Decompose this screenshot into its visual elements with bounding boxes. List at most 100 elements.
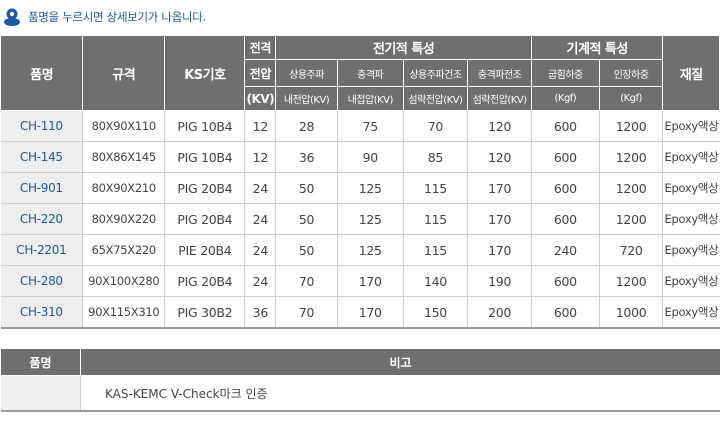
- cell-e1: 50: [275, 172, 338, 204]
- cell-m1: 600: [531, 296, 600, 329]
- cell-kv: 12: [244, 141, 277, 173]
- cell-material: Epoxy액상: [662, 172, 720, 204]
- cell-e2: 125: [337, 234, 404, 266]
- cell-e3: 115: [403, 234, 469, 266]
- cell-e4: 170: [467, 234, 532, 266]
- table-row[interactable]: CH-145 80X86X145 PIG 10B4 12 36 90 85 120 600 120…: [0, 141, 720, 173]
- cell-ks: PIG 20B4: [164, 265, 246, 297]
- cell-e3: 115: [403, 203, 469, 235]
- col-header-elec-2-unit: 내접압(KV): [336, 86, 404, 111]
- cell-e3: 150: [403, 296, 469, 329]
- model-link[interactable]: CH-280: [0, 265, 84, 297]
- cell-m2: 720: [599, 234, 664, 266]
- cell-e1: 70: [275, 265, 338, 297]
- cell-e1: 28: [275, 110, 338, 142]
- cell-e2: 90: [337, 141, 404, 173]
- cell-ks: PIG 20B4: [164, 172, 246, 204]
- cell-e3: 115: [403, 172, 469, 204]
- cell-m2: 1000: [599, 296, 664, 329]
- table-row[interactable]: CH-280 90X100X280 PIG 20B4 24 70 170 140 190 600…: [0, 265, 720, 297]
- col-header-elec-3: 상용주파건조: [402, 59, 469, 87]
- col-header-mechanical: 기계적 특성: [530, 35, 664, 60]
- col-header-mech-2-unit: (Kgf): [598, 86, 664, 111]
- cell-material: Epoxy액상: [662, 203, 720, 235]
- col-header-model: 품명: [0, 35, 84, 111]
- cell-e2: 75: [337, 110, 404, 142]
- cell-e3: 70: [403, 110, 469, 142]
- cell-m2: 1200: [599, 141, 664, 173]
- model-link[interactable]: CH-310: [0, 296, 84, 329]
- note-table: 품명 비고 KAS-KEMC V-Check마크 인증: [0, 348, 720, 412]
- cell-ks: PIE 20B4: [164, 234, 246, 266]
- cell-m1: 600: [531, 265, 600, 297]
- col-header-elec-1-unit: 내전압(KV): [275, 86, 338, 111]
- cell-ks: PIG 30B2: [164, 296, 246, 329]
- col-header-size: 규격: [82, 35, 166, 111]
- table-row[interactable]: CH-2201 65X75X220 PIE 20B4 24 50 125 115 170 240…: [0, 234, 720, 266]
- cell-size: 90X100X280: [82, 265, 166, 297]
- cell-ks: PIG 20B4: [164, 203, 246, 235]
- col-header-voltage-mid: 전압: [244, 59, 277, 87]
- col-header-voltage-top: 전격: [244, 35, 277, 60]
- note-header-model: 품명: [0, 348, 81, 376]
- spec-table: 품명 규격 KS기호 전격 전기적 특성 기계적 특성 재질 전압 상용주파 충…: [0, 35, 720, 329]
- cell-m2: 1200: [599, 203, 664, 235]
- model-link[interactable]: CH-220: [0, 203, 84, 235]
- col-header-mech-1-unit: (Kgf): [530, 86, 600, 111]
- cell-m1: 600: [531, 141, 600, 173]
- cell-e2: 125: [337, 203, 404, 235]
- cell-e4: 200: [467, 296, 532, 329]
- col-header-elec-4: 충격파전조: [467, 59, 532, 87]
- cell-m2: 1200: [599, 172, 664, 204]
- cell-size: 80X90X110: [82, 110, 166, 142]
- col-header-elec-2: 충격파: [336, 59, 404, 87]
- cell-kv: 36: [244, 296, 277, 329]
- cell-material: Epoxy액상: [662, 234, 720, 266]
- cell-e2: 125: [337, 172, 404, 204]
- cell-size: 80X90X210: [82, 172, 166, 204]
- cell-size: 65X75X220: [82, 234, 166, 266]
- cell-e4: 120: [467, 141, 532, 173]
- cell-e1: 70: [275, 296, 338, 329]
- note-label-cell: [0, 375, 81, 412]
- model-link[interactable]: CH-901: [0, 172, 84, 204]
- col-header-material: 재질: [662, 35, 720, 111]
- cell-kv: 24: [244, 203, 277, 235]
- cell-e4: 120: [467, 110, 532, 142]
- cell-size: 90X115X310: [82, 296, 166, 329]
- col-header-voltage-unit: (KV): [244, 86, 277, 111]
- cell-ks: PIG 10B4: [164, 110, 246, 142]
- table-row[interactable]: CH-220 80X90X220 PIG 20B4 24 50 125 115 170 600 1…: [0, 203, 720, 235]
- cell-kv: 24: [244, 234, 277, 266]
- col-header-mech-2: 인장하중: [598, 59, 664, 87]
- table-row[interactable]: CH-110 80X90X110 PIG 10B4 12 28 75 70 120 600 120…: [0, 110, 720, 142]
- col-header-elec-3-unit: 섬락전압(KV): [402, 86, 469, 111]
- cell-m1: 240: [531, 234, 600, 266]
- col-header-elec-4-unit: 섬락전압(KV): [467, 86, 532, 111]
- cell-e4: 190: [467, 265, 532, 297]
- cell-e1: 50: [275, 203, 338, 235]
- note-header-remarks: 비고: [80, 348, 720, 376]
- cell-kv: 24: [244, 265, 277, 297]
- cell-material: Epoxy액상: [662, 265, 720, 297]
- model-link[interactable]: CH-110: [0, 110, 84, 142]
- table-row[interactable]: CH-310 90X115X310 PIG 30B2 36 70 170 150 200 600…: [0, 296, 720, 329]
- cell-m1: 600: [531, 203, 600, 235]
- cell-e1: 36: [275, 141, 338, 173]
- model-link[interactable]: CH-2201: [0, 234, 84, 266]
- model-link[interactable]: CH-145: [0, 141, 84, 173]
- notice-text: 품명을 누르시면 상세보기가 나옵니다.: [28, 10, 206, 24]
- cell-e2: 170: [337, 265, 404, 297]
- cell-m2: 1200: [599, 110, 664, 142]
- table-row[interactable]: CH-901 80X90X210 PIG 20B4 24 50 125 115 170 600 1…: [0, 172, 720, 204]
- cell-m2: 1200: [599, 265, 664, 297]
- cell-m1: 600: [531, 110, 600, 142]
- cell-size: 80X86X145: [82, 141, 166, 173]
- col-header-elec-1: 상용주파: [275, 59, 338, 87]
- cell-m1: 600: [531, 172, 600, 204]
- cell-size: 80X90X220: [82, 203, 166, 235]
- cell-e1: 50: [275, 234, 338, 266]
- col-header-mech-1: 굽힘하중: [530, 59, 600, 87]
- col-header-electrical: 전기적 특성: [275, 35, 532, 60]
- col-header-ks: KS기호: [164, 35, 246, 111]
